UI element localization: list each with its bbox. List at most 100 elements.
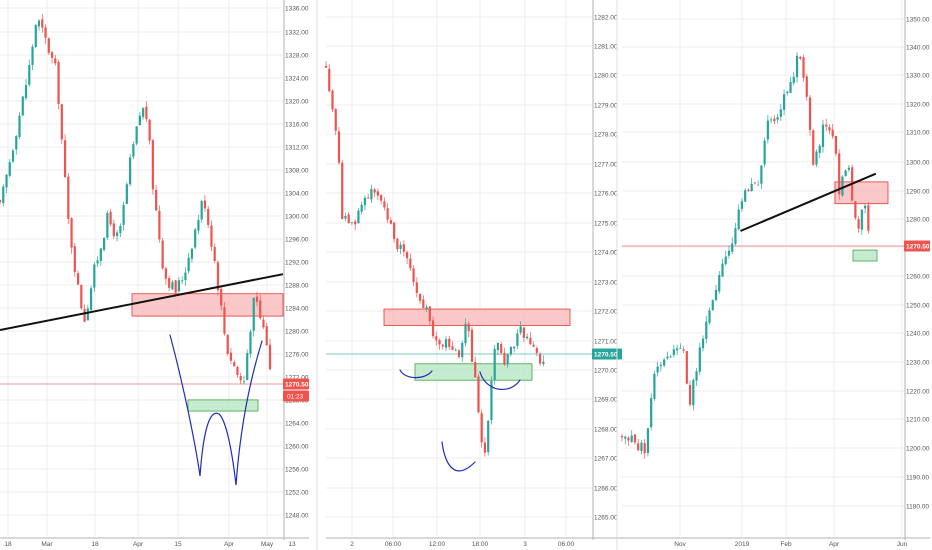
candle-body <box>265 326 268 346</box>
candle-body <box>15 136 18 150</box>
candle-body <box>405 252 409 259</box>
candle-body <box>207 208 210 225</box>
y-tick-label: 1332.00 <box>285 30 309 37</box>
candle-body <box>799 56 802 59</box>
candle-body <box>70 218 73 248</box>
x-tick-label: 15 <box>174 541 182 548</box>
x-tick-label: Feb <box>780 541 792 548</box>
candle-body <box>129 157 132 185</box>
x-tick-label: 3 <box>523 541 527 548</box>
y-tick-label: 1300.00 <box>906 160 930 167</box>
candle-body <box>93 264 96 288</box>
candle-body <box>805 76 808 97</box>
candle-body <box>428 306 431 322</box>
candle-body <box>324 65 328 68</box>
candle-body <box>34 25 37 47</box>
double-bottom-sketch <box>169 334 263 486</box>
x-tick-label: 2019 <box>735 541 750 548</box>
candle-body <box>259 300 262 319</box>
candle-body <box>779 109 782 117</box>
candle-body <box>815 151 818 165</box>
y-tick-label: 1296.00 <box>285 237 309 244</box>
candle-body <box>96 260 99 264</box>
y-tick-label: 1276.00 <box>285 352 309 359</box>
y-tick-label: 1273.00 <box>594 280 618 287</box>
candle-body <box>8 162 11 176</box>
candle-body <box>750 183 753 192</box>
y-tick-label: 1280.00 <box>906 217 930 224</box>
candle-body <box>422 299 425 309</box>
candle-body <box>216 262 220 291</box>
candle-body <box>650 398 653 428</box>
chart-panel-3: 1350.00 1340.00 1330.00 1320.00 1310.00 1300.… <box>620 0 930 548</box>
candle-body <box>380 194 383 201</box>
candle-body <box>60 104 63 140</box>
candle-body <box>734 228 737 244</box>
zones <box>834 181 889 262</box>
y-tick-label: 1265.00 <box>594 515 618 522</box>
candle-body <box>328 68 331 92</box>
candle-body <box>454 349 457 351</box>
candle-body <box>480 413 483 443</box>
y-tick-label: 1280.00 <box>594 73 618 80</box>
candle-body <box>73 246 76 272</box>
candle-body <box>834 135 838 154</box>
candle-body <box>493 348 496 380</box>
x-tick-label: 18 <box>91 541 99 548</box>
y-tick-label: 1266.00 <box>594 486 618 493</box>
candle-body <box>718 274 721 292</box>
candle-body <box>637 443 640 451</box>
candle-body <box>789 82 792 93</box>
candle-body <box>171 281 174 290</box>
y-tick-label: 1300.00 <box>285 214 309 221</box>
price-label-box <box>904 240 930 252</box>
candle-body <box>529 338 532 345</box>
candle-body <box>187 257 190 272</box>
candle-body <box>86 308 89 321</box>
y-tick-label: 1308.00 <box>285 168 309 175</box>
x-tick-label: Apr <box>829 541 840 548</box>
price-label: 1270.50 <box>285 382 309 389</box>
candle-body <box>418 294 422 301</box>
candle-body <box>698 347 701 372</box>
y-tick-label: 1268.00 <box>594 427 618 434</box>
y-tick-label: 1252.00 <box>285 490 309 497</box>
y-tick-label: 1284.00 <box>285 306 309 313</box>
candle-body <box>753 182 756 184</box>
candle-body <box>627 437 630 441</box>
trendline <box>740 172 877 232</box>
y-tick-label: 1274.00 <box>594 250 618 257</box>
y-tick-label: 1230.00 <box>906 360 930 367</box>
candle-body <box>503 352 506 365</box>
candle-body <box>532 344 535 347</box>
candle-body <box>786 91 789 94</box>
candle-body <box>676 348 679 351</box>
x-tick-label: 13 <box>288 541 296 548</box>
y-tick-label: 1260.00 <box>285 444 309 451</box>
y-tick-label: 1271.00 <box>594 339 618 346</box>
candle-body <box>708 310 711 323</box>
candle-body <box>682 349 685 351</box>
candle-body <box>659 364 662 366</box>
candle-body <box>220 288 223 306</box>
candle-body <box>63 140 67 178</box>
candle-body <box>337 131 341 163</box>
x-tick-label: Jun <box>897 541 908 548</box>
candle-body <box>50 52 54 58</box>
candle-body <box>190 248 194 259</box>
candle-body <box>402 244 405 252</box>
y-tick-label: 1240.00 <box>906 331 930 338</box>
candle-body <box>821 124 825 148</box>
candles <box>0 13 272 385</box>
candle-body <box>119 225 122 234</box>
candle-body <box>860 209 863 230</box>
candle-body <box>653 373 656 399</box>
candle-body <box>857 219 860 229</box>
x-tick-label: 06:00 <box>385 541 402 548</box>
candle-body <box>44 27 47 38</box>
candle-body <box>203 200 207 209</box>
candle-body <box>844 170 847 177</box>
candle-body <box>470 329 474 362</box>
candle-body <box>200 201 203 220</box>
candle-body <box>226 334 229 354</box>
